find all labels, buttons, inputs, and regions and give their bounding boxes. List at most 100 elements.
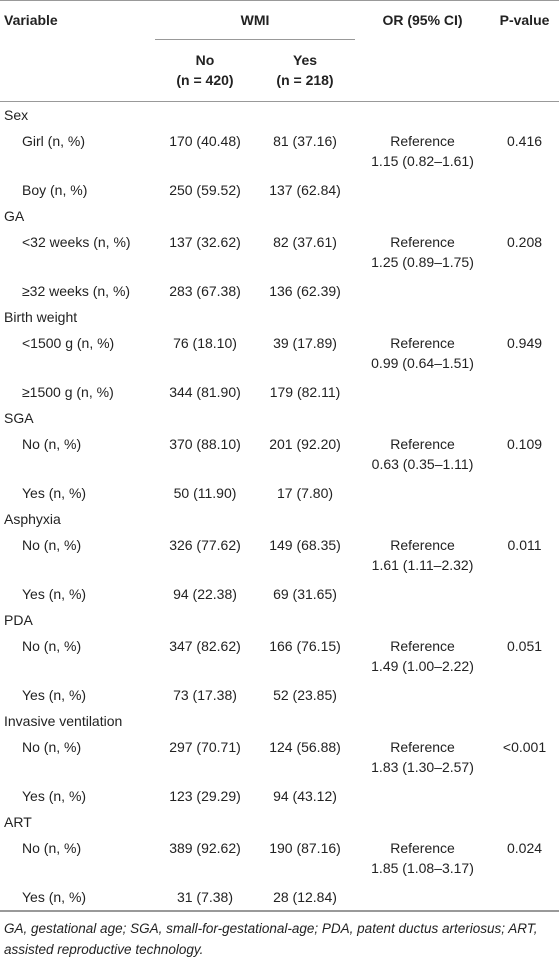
data-row: ≥1500 g (n, %) 344 (81.90) 179 (82.11) xyxy=(0,379,559,405)
row-label: ≥1500 g (n, %) xyxy=(22,384,114,400)
yes-value: 124 (56.88) xyxy=(269,739,341,755)
group-row: PDA xyxy=(0,607,559,633)
data-row: No (n, %) 347 (82.62) 166 (76.15) Reference… xyxy=(0,633,559,682)
data-row: Yes (n, %) 94 (22.38) 69 (31.65) xyxy=(0,581,559,607)
yes-value: 39 (17.89) xyxy=(273,335,337,351)
group-name: Invasive ventilation xyxy=(4,713,123,729)
header-p: P-value xyxy=(499,12,550,28)
header-yes-n: (n = 218) xyxy=(276,72,334,89)
yes-value: 179 (82.11) xyxy=(269,384,341,400)
yes-value: 52 (23.85) xyxy=(273,687,337,703)
row-label: No (n, %) xyxy=(22,739,82,755)
header-wmi: WMI xyxy=(155,0,356,40)
row-label: Yes (n, %) xyxy=(22,889,87,905)
no-value: 31 (7.38) xyxy=(176,889,234,905)
p-cell xyxy=(490,480,559,506)
yes-value: 136 (62.39) xyxy=(269,283,341,299)
p-cell xyxy=(490,682,559,708)
or-value: Reference xyxy=(390,133,455,149)
p-value: <0.001 xyxy=(502,739,547,755)
or-cell xyxy=(355,682,490,708)
header-no: No xyxy=(195,52,215,69)
row-label: No (n, %) xyxy=(22,840,82,856)
p-cell: 0.051 xyxy=(490,633,559,682)
or-cell xyxy=(355,278,490,304)
no-value: 250 (59.52) xyxy=(169,182,241,198)
p-cell xyxy=(490,177,559,203)
no-value: 370 (88.10) xyxy=(169,436,241,452)
group-name: SGA xyxy=(4,410,34,426)
data-row: Girl (n, %) 170 (40.48) 81 (37.16) Referenc… xyxy=(0,128,559,177)
yes-value: 81 (37.16) xyxy=(273,133,337,149)
or-cell xyxy=(355,379,490,405)
or-value: 0.99 (0.64–1.51) xyxy=(371,355,474,371)
no-value: 347 (82.62) xyxy=(169,638,241,654)
data-row: Yes (n, %) 31 (7.38) 28 (12.84) xyxy=(0,884,559,911)
row-label: No (n, %) xyxy=(22,638,82,654)
or-value: 0.63 (0.35–1.11) xyxy=(371,456,474,472)
group-row: GA xyxy=(0,203,559,229)
header-variable: Variable xyxy=(4,12,58,28)
row-label: <1500 g (n, %) xyxy=(22,335,115,351)
or-cell: Reference 0.63 (0.35–1.11) xyxy=(355,431,490,480)
yes-value: 201 (92.20) xyxy=(269,436,341,452)
group-name: Sex xyxy=(4,107,29,123)
or-cell xyxy=(355,581,490,607)
header-yes: Yes xyxy=(292,52,318,69)
p-value: 0.416 xyxy=(506,133,543,149)
row-label: <32 weeks (n, %) xyxy=(22,234,131,250)
group-row: Sex xyxy=(0,102,559,129)
or-cell xyxy=(355,177,490,203)
p-cell xyxy=(490,884,559,911)
or-cell xyxy=(355,783,490,809)
no-value: 123 (29.29) xyxy=(169,788,241,804)
or-cell: Reference 1.15 (0.82–1.61) xyxy=(355,128,490,177)
no-value: 344 (81.90) xyxy=(169,384,241,400)
group-row: Asphyxia xyxy=(0,506,559,532)
p-cell xyxy=(490,783,559,809)
data-row: Yes (n, %) 73 (17.38) 52 (23.85) xyxy=(0,682,559,708)
footnote: GA, gestational age; SGA, small-for-gest… xyxy=(0,911,559,960)
row-label: No (n, %) xyxy=(22,537,82,553)
data-row: <1500 g (n, %) 76 (18.10) 39 (17.89) Refere… xyxy=(0,330,559,379)
or-value: Reference xyxy=(390,335,455,351)
no-value: 137 (32.62) xyxy=(169,234,241,250)
yes-value: 190 (87.16) xyxy=(269,840,341,856)
row-label: Yes (n, %) xyxy=(22,687,87,703)
or-cell: Reference 1.61 (1.11–2.32) xyxy=(355,532,490,581)
no-value: 170 (40.48) xyxy=(169,133,241,149)
data-row: No (n, %) 326 (77.62) 149 (68.35) Reference… xyxy=(0,532,559,581)
or-value: 1.85 (1.08–3.17) xyxy=(371,860,474,876)
or-value: Reference xyxy=(390,436,455,452)
or-value: 1.49 (1.00–2.22) xyxy=(371,658,474,674)
no-value: 326 (77.62) xyxy=(169,537,241,553)
or-cell: Reference 1.49 (1.00–2.22) xyxy=(355,633,490,682)
or-value: 1.61 (1.11–2.32) xyxy=(371,557,474,573)
p-cell: 0.208 xyxy=(490,229,559,278)
yes-value: 69 (31.65) xyxy=(273,586,337,602)
yes-value: 28 (12.84) xyxy=(273,889,337,905)
row-label: ≥32 weeks (n, %) xyxy=(22,283,131,299)
p-cell: <0.001 xyxy=(490,734,559,783)
no-value: 94 (22.38) xyxy=(173,586,237,602)
no-value: 76 (18.10) xyxy=(173,335,237,351)
row-label: Yes (n, %) xyxy=(22,586,87,602)
group-name: Asphyxia xyxy=(4,511,61,527)
data-row: No (n, %) 297 (70.71) 124 (56.88) Reference… xyxy=(0,734,559,783)
data-row: Yes (n, %) 50 (11.90) 17 (7.80) xyxy=(0,480,559,506)
or-cell: Reference 0.99 (0.64–1.51) xyxy=(355,330,490,379)
table-body: Sex Girl (n, %) 170 (40.48) 81 (37.16) Refer… xyxy=(0,102,559,911)
p-value: 0.208 xyxy=(506,234,543,250)
data-row: <32 weeks (n, %) 137 (32.62) 82 (37.61) Ref… xyxy=(0,229,559,278)
or-value: 1.15 (0.82–1.61) xyxy=(371,153,474,169)
p-cell xyxy=(490,379,559,405)
p-value: 0.024 xyxy=(506,840,543,856)
row-label: Girl (n, %) xyxy=(22,133,85,149)
or-cell: Reference 1.83 (1.30–2.57) xyxy=(355,734,490,783)
data-table: Variable WMI OR (95% CI) P-value No (n = … xyxy=(0,0,559,911)
group-name: ART xyxy=(4,814,32,830)
row-label: Boy (n, %) xyxy=(22,182,88,198)
group-row: ART xyxy=(0,809,559,835)
p-cell xyxy=(490,278,559,304)
